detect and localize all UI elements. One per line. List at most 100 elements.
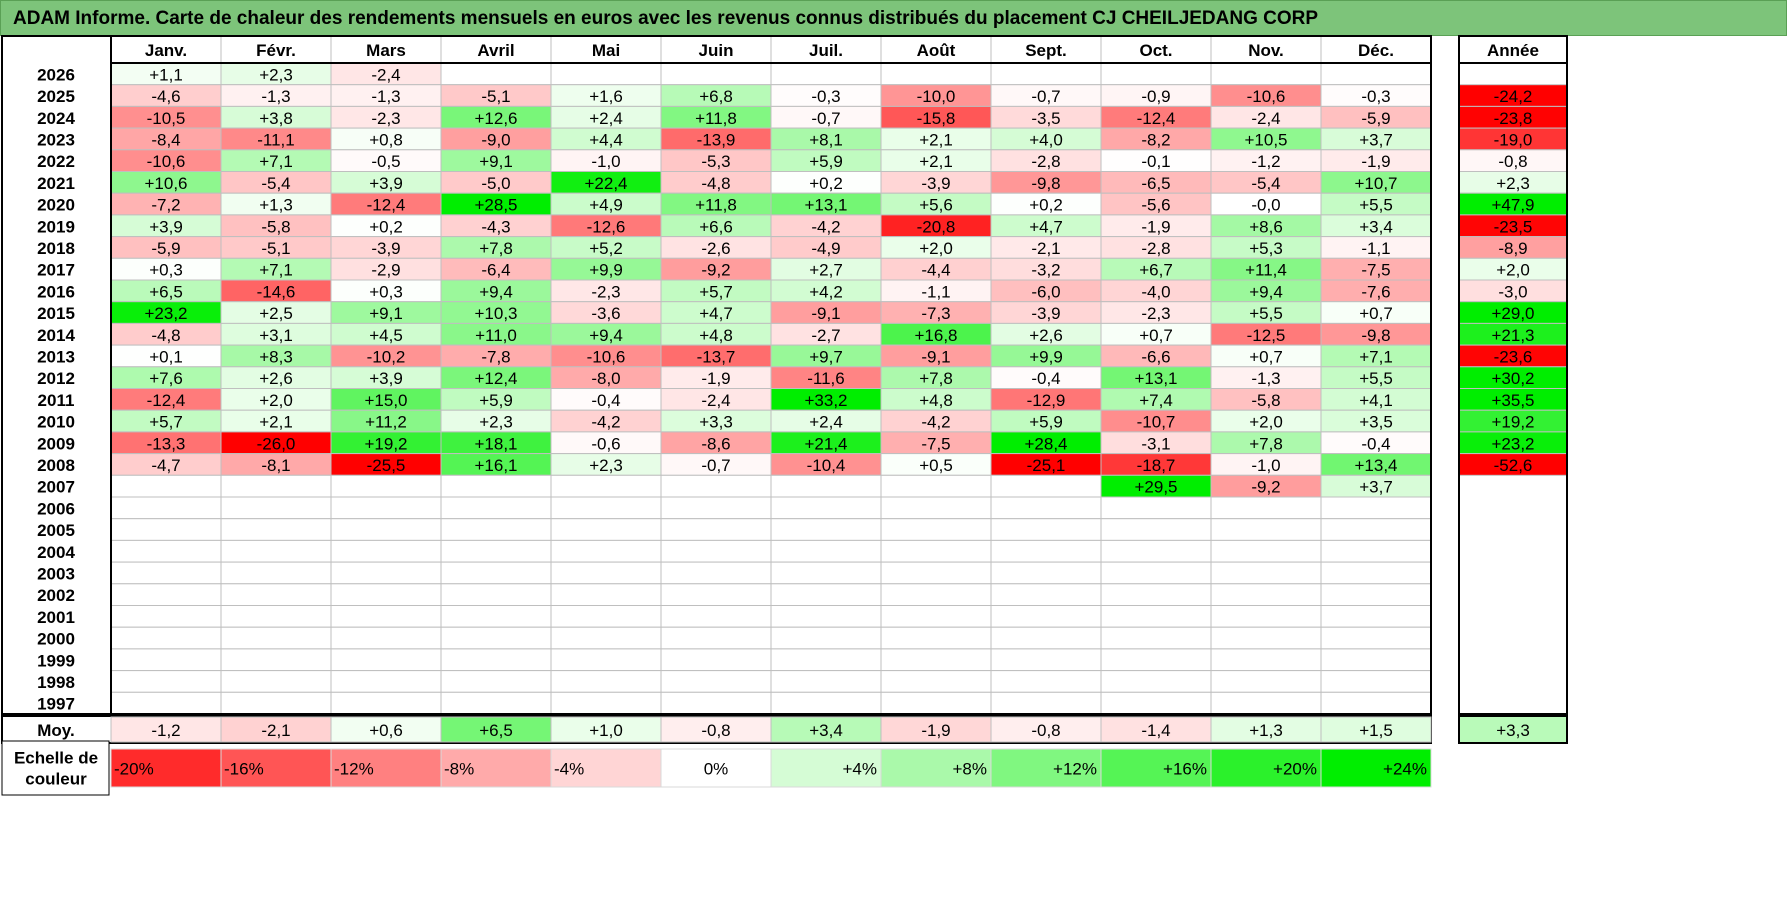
cell-value: +0,8 <box>369 130 403 149</box>
average-label: Moy. <box>37 721 74 740</box>
cell-value: -3,2 <box>1031 261 1060 280</box>
cell-value: +6,7 <box>1139 261 1173 280</box>
heatmap-cell <box>1100 561 1212 585</box>
cell-value: -3,9 <box>1031 304 1060 323</box>
month-header: Juin <box>699 41 734 60</box>
cell-value: +33,2 <box>804 391 847 410</box>
cell-value: -12,9 <box>1027 391 1066 410</box>
heatmap-cell <box>1210 691 1322 715</box>
cell-value: +1,1 <box>149 65 183 84</box>
heatmap-cell <box>550 605 662 628</box>
cell-value: -9,8 <box>1361 326 1390 345</box>
cell-value: -26,0 <box>257 434 296 453</box>
heatmap-cell <box>770 474 882 498</box>
month-header: Sept. <box>1025 41 1067 60</box>
cell-value: -9,2 <box>1251 478 1280 497</box>
legend-swatch <box>770 748 882 788</box>
heatmap-cell <box>330 626 442 650</box>
cell-value: +13,1 <box>804 196 847 215</box>
heatmap-cell <box>770 496 882 520</box>
heatmap-cell <box>660 561 772 585</box>
cell-value: +22,4 <box>584 174 627 193</box>
cell-value: +0,3 <box>149 261 183 280</box>
cell-value: -25,1 <box>1027 456 1066 475</box>
heatmap-cell <box>1320 670 1432 693</box>
heatmap-cell <box>1320 496 1432 520</box>
cell-value: -2,1 <box>1031 239 1060 258</box>
cell-value: +9,4 <box>479 282 513 301</box>
average-value: +1,5 <box>1359 721 1393 740</box>
month-header: Juil. <box>809 41 843 60</box>
heatmap-cell <box>550 496 662 520</box>
cell-value: -1,0 <box>1251 456 1280 475</box>
cell-value: -2,3 <box>591 282 620 301</box>
cell-value: +9,9 <box>589 261 623 280</box>
heatmap-cell <box>660 605 772 628</box>
cell-value: +3,9 <box>149 217 183 236</box>
cell-value: +6,5 <box>149 282 183 301</box>
year-label: 2013 <box>37 347 75 366</box>
cell-value: +19,2 <box>364 434 407 453</box>
heatmap-cell <box>770 518 882 541</box>
heatmap-cell <box>440 561 552 585</box>
cell-value: +5,9 <box>1029 413 1063 432</box>
cell-value: +3,9 <box>369 174 403 193</box>
heatmap-cell <box>880 626 992 650</box>
annual-value: +2,3 <box>1496 174 1530 193</box>
heatmap-cell <box>1210 518 1322 541</box>
cell-value: +9,1 <box>369 304 403 323</box>
cell-value: -25,5 <box>367 456 406 475</box>
legend-label-value: -8% <box>444 760 474 779</box>
cell-value: -2,8 <box>1031 152 1060 171</box>
heatmap-cell <box>660 583 772 606</box>
heatmap-cell <box>990 670 1102 693</box>
heatmap-cell <box>990 648 1102 672</box>
heatmap-cell <box>880 539 992 563</box>
legend-label-value: +24% <box>1383 760 1427 779</box>
heatmap-cell <box>1100 583 1212 606</box>
heatmap-cell <box>880 583 992 606</box>
year-label: 2012 <box>37 369 75 388</box>
heatmap-cell <box>990 539 1102 563</box>
cell-value: -8,4 <box>151 130 180 149</box>
cell-value: -0,4 <box>1031 369 1060 388</box>
heatmap-cell <box>330 496 442 520</box>
year-label: 2024 <box>37 109 75 128</box>
cell-value: +29,5 <box>1134 478 1177 497</box>
month-header-cell <box>1210 35 1322 64</box>
cell-value: +5,5 <box>1359 196 1393 215</box>
average-cell <box>660 716 772 743</box>
heatmap-cell <box>770 62 882 86</box>
cell-value: -4,4 <box>921 261 950 280</box>
heatmap-cell <box>110 496 222 520</box>
cell-value: -8,6 <box>701 434 730 453</box>
cell-value: +0,2 <box>1029 196 1063 215</box>
heatmap-cell <box>880 561 992 585</box>
cell-value: +11,4 <box>1245 261 1287 280</box>
heatmap-cell <box>110 561 222 585</box>
legend-swatch <box>660 748 772 788</box>
year-label: 2011 <box>38 391 75 410</box>
heatmap-cell <box>880 670 992 693</box>
cell-value: -4,6 <box>151 87 180 106</box>
cell-value: +2,6 <box>1029 326 1063 345</box>
cell-value: +3,3 <box>699 413 733 432</box>
cell-value: +2,0 <box>1249 413 1283 432</box>
heatmap-cell <box>440 691 552 715</box>
year-label: 2025 <box>37 87 75 106</box>
heatmap-cell <box>220 496 332 520</box>
cell-value: -2,6 <box>701 239 730 258</box>
cell-value: +0,2 <box>369 217 403 236</box>
heatmap-cell <box>1320 626 1432 650</box>
cell-value: -1,1 <box>1361 239 1390 258</box>
cell-value: -2,4 <box>701 391 730 410</box>
cell-value: +7,1 <box>259 152 293 171</box>
heatmap-cell <box>1100 670 1212 693</box>
cell-value: -5,4 <box>1251 174 1280 193</box>
heatmap-cell <box>1100 62 1212 86</box>
cell-value: +4,4 <box>589 130 623 149</box>
cell-value: +4,1 <box>1359 391 1393 410</box>
cell-value: -1,3 <box>1251 369 1280 388</box>
cell-value: +5,7 <box>149 413 183 432</box>
cell-value: -0,7 <box>1031 87 1060 106</box>
